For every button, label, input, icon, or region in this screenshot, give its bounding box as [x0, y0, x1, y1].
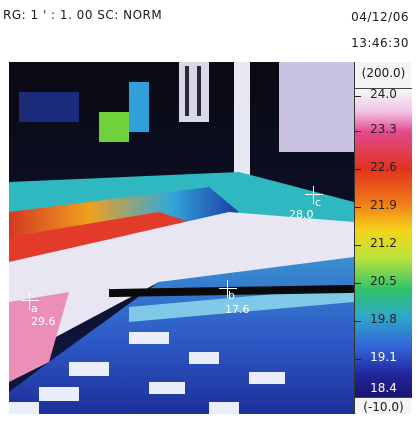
scale-min-label: (-10.0): [363, 400, 404, 414]
scale-tick: 19.8: [370, 312, 397, 326]
scale-tick: 21.9: [370, 198, 397, 212]
header-date: 04/12/06: [351, 10, 409, 24]
tick-mark: [355, 207, 361, 208]
color-bar: 24.0 23.3 22.6 21.9 21.2 20.5 19.8 19.1 …: [355, 87, 412, 398]
cursor-a-value: 29.6: [31, 315, 56, 328]
tick-mark: [355, 169, 361, 170]
header-time: 13:46:30: [351, 36, 409, 50]
cursor-b-letter: b: [228, 289, 235, 302]
tick-mark: [355, 283, 361, 284]
cursor-a-letter: a: [31, 302, 38, 315]
tick-mark: [355, 131, 361, 132]
scale-tick: 21.2: [370, 236, 397, 250]
cursor-c-letter: c: [315, 196, 322, 209]
tick-mark: [355, 245, 361, 246]
scale-tick: 22.6: [370, 160, 397, 174]
tick-mark: [355, 96, 361, 97]
cursor-c-crosshair: [305, 186, 323, 204]
scale-tick: 20.5: [370, 274, 397, 288]
cursor-c-value: 28.0: [289, 208, 314, 221]
scale-tick: 24.0: [370, 87, 397, 101]
scale-tick: 19.1: [370, 350, 397, 364]
cursor-a-crosshair: [21, 292, 39, 310]
temperature-scale: (200.0) 24.0 23.3 22.6 21.9 21.2 20.5 19…: [354, 62, 412, 414]
scale-max-label: (200.0): [361, 66, 406, 80]
scale-tick: 23.3: [370, 122, 397, 136]
cursor-b-crosshair: [219, 280, 237, 298]
tick-mark: [355, 321, 361, 322]
scale-tick: 18.4: [370, 381, 397, 395]
tick-mark: [355, 359, 361, 360]
header-mode: RG: 1 ' : 1. 00 SC: NORM: [3, 8, 163, 22]
thermal-image: a 29.6 b 17.6 c 28.0: [9, 62, 354, 414]
thermal-image-graphic: [9, 62, 354, 414]
cursor-b-value: 17.6: [225, 303, 250, 316]
